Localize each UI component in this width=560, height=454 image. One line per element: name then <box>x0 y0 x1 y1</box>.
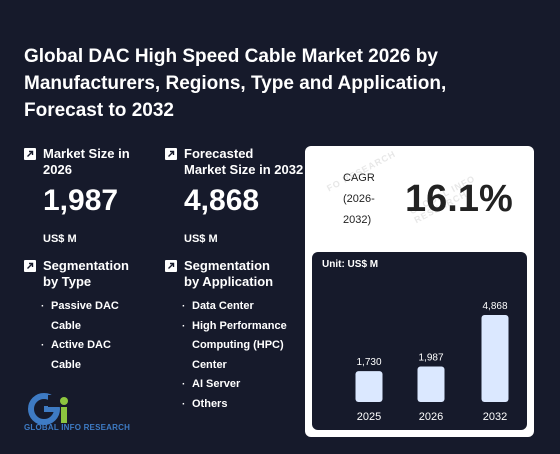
cagr-label: CAGR (2026- 2032) <box>343 172 375 226</box>
forecast-size-value: 4,868 <box>184 184 260 217</box>
bar-chart: Unit: US$ M 1,730 2025 1,987 2026 4,868 2032 <box>312 252 527 430</box>
forecast-size-heading: Forecasted Market Size in 2032 <box>165 146 303 178</box>
logo-text: GLOBAL INFO RESEARCH <box>24 423 131 432</box>
seg-app-label: Segmentation <box>184 258 270 273</box>
trend-arrow-icon <box>165 260 177 272</box>
chart-plot: 1,730 2025 1,987 2026 4,868 2032 <box>355 301 509 423</box>
bar-2025 <box>355 371 383 402</box>
market-size-value: 1,987 <box>43 184 119 217</box>
x-tick-label: 2025 <box>357 411 381 423</box>
bar-2026 <box>417 366 445 402</box>
list-item: · High Performance <box>182 319 287 332</box>
bar-2032 <box>481 315 509 402</box>
list-item: Cable <box>51 319 81 332</box>
seg-app-list: · Data Center · High Performance Computing… <box>182 297 287 414</box>
seg-app-heading: Segmentation by Application <box>165 258 273 290</box>
x-tick-label: 2026 <box>419 411 443 423</box>
seg-type-sub: by Type <box>43 274 92 289</box>
list-item: · Data Center <box>182 300 254 312</box>
market-size-year: 2026 <box>43 162 72 177</box>
forecast-size-label: Forecasted <box>184 146 254 161</box>
chart-card: Unit: US$ M 1,730 2025 1,987 2026 4,868 2032 <box>305 246 534 437</box>
trend-arrow-icon <box>24 260 36 272</box>
cagr-card: FO RESEARCH GLOBAL INFO RESEARCH CAGR (2… <box>305 146 534 246</box>
seg-type-list: · Passive DAC Cable · Active DAC Cable <box>41 297 119 375</box>
list-item: · Passive DAC <box>41 300 119 312</box>
list-item: Center <box>192 358 227 371</box>
bar-value-label: 1,730 <box>356 357 381 368</box>
list-item: Computing (HPC) <box>192 339 284 351</box>
forecast-size-unit: US$ M <box>184 233 218 245</box>
list-item: · AI Server <box>182 378 241 390</box>
chart-unit-label: Unit: US$ M <box>322 259 379 270</box>
trend-arrow-icon <box>165 148 177 160</box>
bar-value-label: 4,868 <box>482 301 507 312</box>
logo-icon <box>26 393 102 430</box>
page-title: Global DAC High Speed Cable Market 2026 … <box>24 46 447 121</box>
market-size-label: Market Size in <box>43 146 130 161</box>
market-size-unit: US$ M <box>43 233 77 245</box>
cagr-value: 16.1% <box>405 178 513 220</box>
seg-app-sub: by Application <box>184 274 274 289</box>
market-size-heading: Market Size in 2026 <box>24 146 130 178</box>
trend-arrow-icon <box>24 148 36 160</box>
list-item: · Others <box>182 397 228 410</box>
x-tick-label: 2032 <box>483 411 507 423</box>
seg-type-heading: Segmentation by Type <box>24 258 129 290</box>
bar-value-label: 1,987 <box>418 352 443 363</box>
seg-type-label: Segmentation <box>43 258 129 273</box>
list-item: Cable <box>51 358 81 371</box>
list-item: · Active DAC <box>41 339 111 351</box>
forecast-size-year: Market Size in 2032 <box>184 162 304 177</box>
